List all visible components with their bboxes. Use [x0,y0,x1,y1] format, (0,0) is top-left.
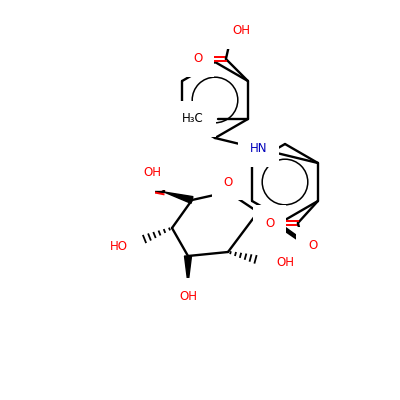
Text: OH: OH [232,24,250,38]
Polygon shape [184,256,192,284]
Polygon shape [164,192,193,203]
Text: O: O [134,172,144,184]
Text: O: O [308,238,318,252]
Polygon shape [256,209,303,240]
Text: HN: HN [250,142,267,155]
Text: O: O [193,52,202,66]
Text: OH: OH [276,256,294,268]
Text: HO: HO [110,240,128,252]
Text: OH: OH [179,290,197,302]
Text: O: O [265,216,274,230]
Text: H₃C: H₃C [182,112,204,126]
Text: OH: OH [143,166,161,178]
Text: O: O [223,176,233,188]
